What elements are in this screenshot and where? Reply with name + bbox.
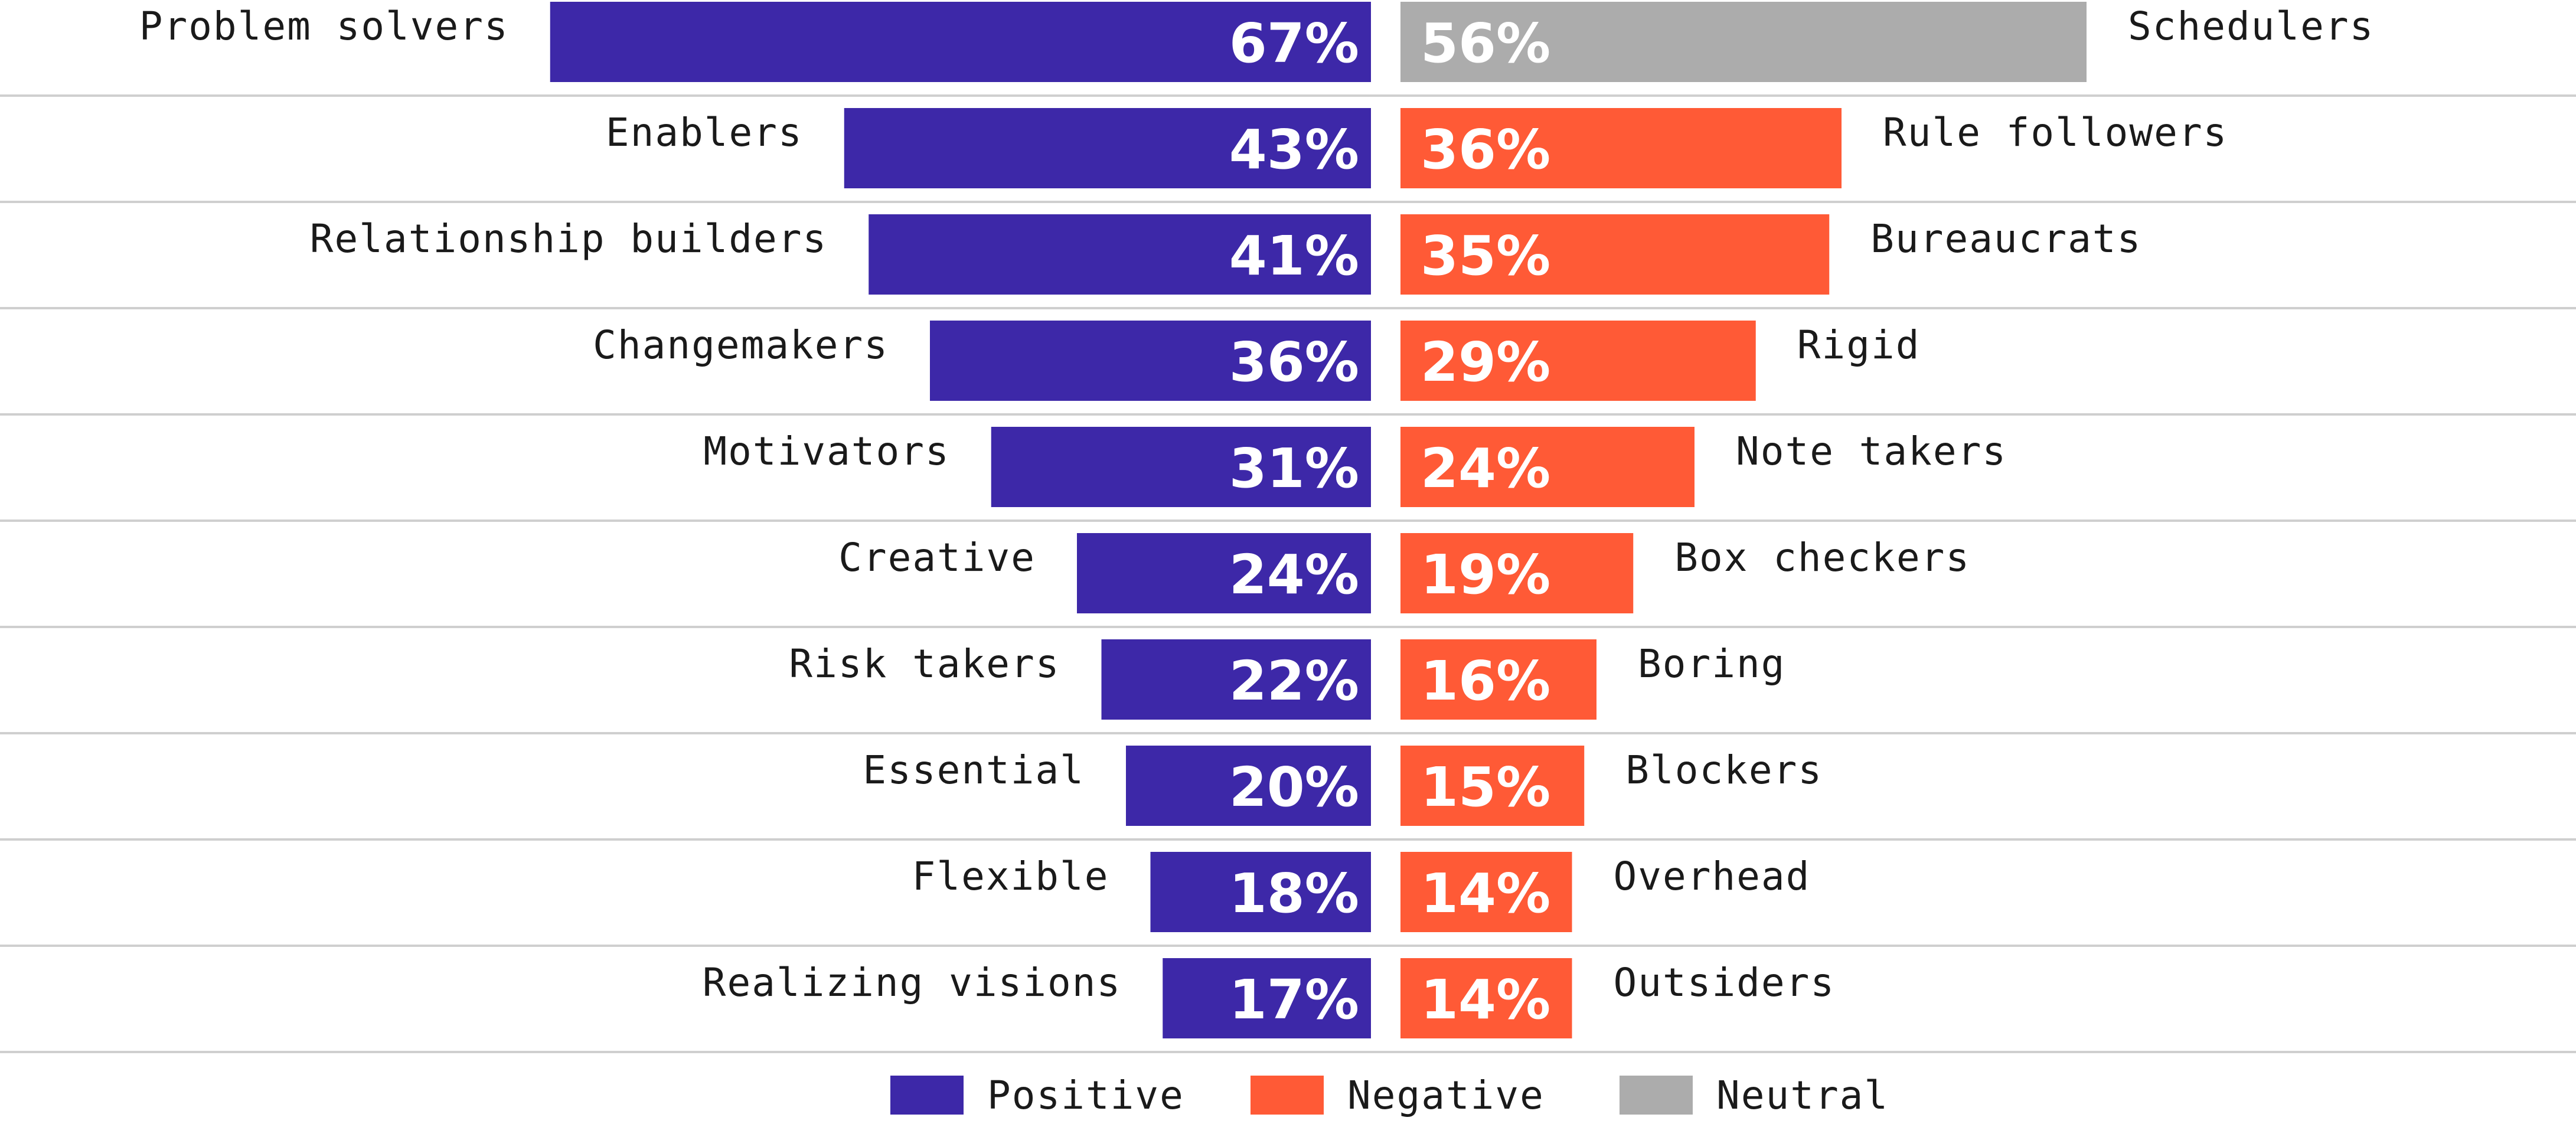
legend-label: Neutral <box>1716 1073 1889 1118</box>
legend-label: Positive <box>987 1073 1184 1118</box>
legend-label: Negative <box>1347 1073 1545 1118</box>
bar-positive <box>869 214 1371 295</box>
chart-row: 36% Changemakers 29% Rigid <box>0 321 2576 416</box>
bar-negative <box>1400 639 1596 720</box>
bar-value-label: 43% <box>1229 118 1359 181</box>
chart-rows: 67% Problem solvers 56% Schedulers 43% Enable… <box>0 2 2576 1053</box>
chart-row: 17% Realizing visions 14% Outsiders <box>0 958 2576 1053</box>
category-label: Rule followers <box>1883 110 2228 155</box>
bar-value-label: 20% <box>1229 756 1359 819</box>
bar-value-label: 19% <box>1421 543 1550 606</box>
category-label: Overhead <box>1614 854 1811 899</box>
chart-row: 20% Essential 15% Blockers <box>0 746 2576 841</box>
bar-value-label: 18% <box>1229 862 1359 925</box>
bar-negative <box>1400 108 1842 188</box>
category-label: Schedulers <box>2128 4 2374 49</box>
legend-item-neutral: Neutral <box>1620 1073 1889 1118</box>
legend-item-negative: Negative <box>1251 1073 1545 1118</box>
bar-positive <box>1126 746 1371 826</box>
bar-value-label: 15% <box>1421 756 1550 819</box>
legend-item-positive: Positive <box>890 1073 1184 1118</box>
category-label: Rigid <box>1797 322 1921 368</box>
category-label: Changemakers <box>593 322 889 368</box>
bar-value-label: 22% <box>1229 649 1359 713</box>
bar-negative <box>1400 746 1585 826</box>
bar-positive <box>991 427 1371 507</box>
bar-value-label: 14% <box>1421 968 1550 1031</box>
bar-negative <box>1400 427 1695 507</box>
category-label: Essential <box>863 747 1085 793</box>
bar-positive <box>1077 533 1371 613</box>
chart-row: 31% Motivators 24% Note takers <box>0 427 2576 522</box>
bar-negative <box>1400 214 1830 295</box>
legend-swatch <box>890 1076 964 1115</box>
bar-value-label: 16% <box>1421 649 1550 713</box>
bar-neutral <box>1400 2 2087 82</box>
bar-positive <box>1150 852 1371 932</box>
category-label: Motivators <box>703 429 949 474</box>
bar-value-label: 24% <box>1421 437 1550 500</box>
category-label: Note takers <box>1736 429 2007 474</box>
category-label: Flexible <box>912 854 1109 899</box>
category-label: Risk takers <box>789 641 1060 687</box>
chart-row: 41% Relationship builders 35% Bureaucrats <box>0 214 2576 309</box>
bar-positive <box>1163 958 1371 1038</box>
chart-legend: Positive Negative Neutral <box>890 1073 1889 1118</box>
category-label: Bureaucrats <box>1870 216 2141 262</box>
legend-swatch <box>1620 1076 1693 1115</box>
bar-value-label: 17% <box>1229 968 1359 1031</box>
category-label: Enablers <box>606 110 803 155</box>
bar-negative <box>1400 321 1756 401</box>
bar-value-label: 31% <box>1229 437 1359 500</box>
bar-value-label: 35% <box>1421 224 1550 287</box>
bar-value-label: 67% <box>1229 12 1359 75</box>
chart-row: 18% Flexible 14% Overhead <box>0 852 2576 947</box>
bar-value-label: 36% <box>1421 118 1550 181</box>
bar-value-label: 56% <box>1421 12 1550 75</box>
bar-value-label: 14% <box>1421 862 1550 925</box>
bar-negative <box>1400 958 1572 1038</box>
chart-row: 22% Risk takers 16% Boring <box>0 639 2576 734</box>
bar-negative <box>1400 533 1634 613</box>
bar-negative <box>1400 852 1572 932</box>
bar-value-label: 41% <box>1229 224 1359 287</box>
chart-row: 67% Problem solvers 56% Schedulers <box>0 2 2576 97</box>
bar-value-label: 24% <box>1229 543 1359 606</box>
category-label: Realizing visions <box>703 960 1122 1005</box>
bar-value-label: 36% <box>1229 331 1359 394</box>
category-label: Box checkers <box>1674 535 1970 580</box>
bar-value-label: 29% <box>1421 331 1550 394</box>
category-label: Creative <box>838 535 1036 580</box>
bar-positive <box>844 108 1371 188</box>
category-label: Problem solvers <box>139 4 509 49</box>
chart-row: 24% Creative 19% Box checkers <box>0 533 2576 628</box>
category-label: Outsiders <box>1614 960 1836 1005</box>
legend-swatch <box>1251 1076 1324 1115</box>
category-label: Relationship builders <box>310 216 827 262</box>
bar-positive <box>1101 639 1371 720</box>
category-label: Boring <box>1638 641 1785 687</box>
bar-positive <box>930 321 1371 401</box>
category-label: Blockers <box>1625 747 1823 793</box>
bar-positive <box>550 2 1371 82</box>
chart-row: 43% Enablers 36% Rule followers <box>0 108 2576 203</box>
